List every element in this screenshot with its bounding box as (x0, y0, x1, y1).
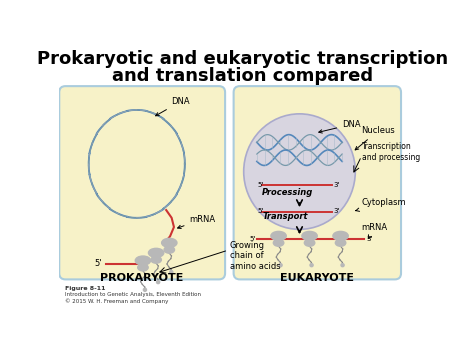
Text: Prokaryotic and eukaryotic transcription: Prokaryotic and eukaryotic transcription (37, 50, 448, 68)
Ellipse shape (335, 239, 346, 246)
Circle shape (170, 271, 173, 274)
Text: mRNA: mRNA (178, 215, 216, 228)
Ellipse shape (148, 248, 164, 257)
Text: Growing
chain of
amino acids: Growing chain of amino acids (230, 241, 281, 271)
Text: EUKARYOTE: EUKARYOTE (280, 273, 355, 283)
Text: 3': 3' (334, 208, 340, 214)
Text: Transcription
and processing: Transcription and processing (362, 142, 420, 162)
Text: Figure 8-11: Figure 8-11 (65, 286, 106, 291)
Ellipse shape (162, 238, 177, 247)
Ellipse shape (304, 239, 315, 246)
Ellipse shape (271, 231, 286, 240)
Text: PROKARYOTE: PROKARYOTE (100, 273, 184, 283)
Circle shape (341, 264, 344, 267)
Text: 5': 5' (258, 182, 264, 188)
Text: Transport: Transport (262, 212, 308, 221)
Text: DNA: DNA (155, 97, 190, 116)
Text: Introduction to Genetic Analysis, Eleventh Edition: Introduction to Genetic Analysis, Eleven… (65, 293, 201, 297)
Text: 5': 5' (249, 236, 255, 242)
Text: 5': 5' (94, 259, 102, 268)
FancyBboxPatch shape (234, 86, 401, 279)
Ellipse shape (135, 256, 151, 265)
Ellipse shape (138, 264, 148, 271)
Ellipse shape (151, 256, 161, 263)
Text: 3': 3' (334, 182, 340, 188)
Circle shape (310, 264, 313, 267)
Ellipse shape (273, 239, 284, 246)
Ellipse shape (333, 231, 348, 240)
Text: mRNA: mRNA (362, 223, 388, 238)
Ellipse shape (302, 231, 317, 240)
Ellipse shape (164, 246, 174, 253)
Circle shape (144, 288, 146, 291)
Circle shape (279, 264, 282, 267)
Circle shape (156, 281, 160, 284)
Text: Cytoplasm: Cytoplasm (356, 199, 406, 211)
Ellipse shape (244, 114, 356, 230)
Text: © 2015 W. H. Freeman and Company: © 2015 W. H. Freeman and Company (65, 298, 169, 303)
Text: and translation compared: and translation compared (112, 67, 374, 85)
Text: DNA: DNA (319, 120, 361, 133)
Text: Nucleus: Nucleus (355, 126, 395, 150)
Text: Processing: Processing (262, 188, 313, 197)
Text: 5': 5' (258, 208, 264, 214)
Text: 3': 3' (366, 236, 373, 242)
FancyBboxPatch shape (59, 86, 225, 279)
